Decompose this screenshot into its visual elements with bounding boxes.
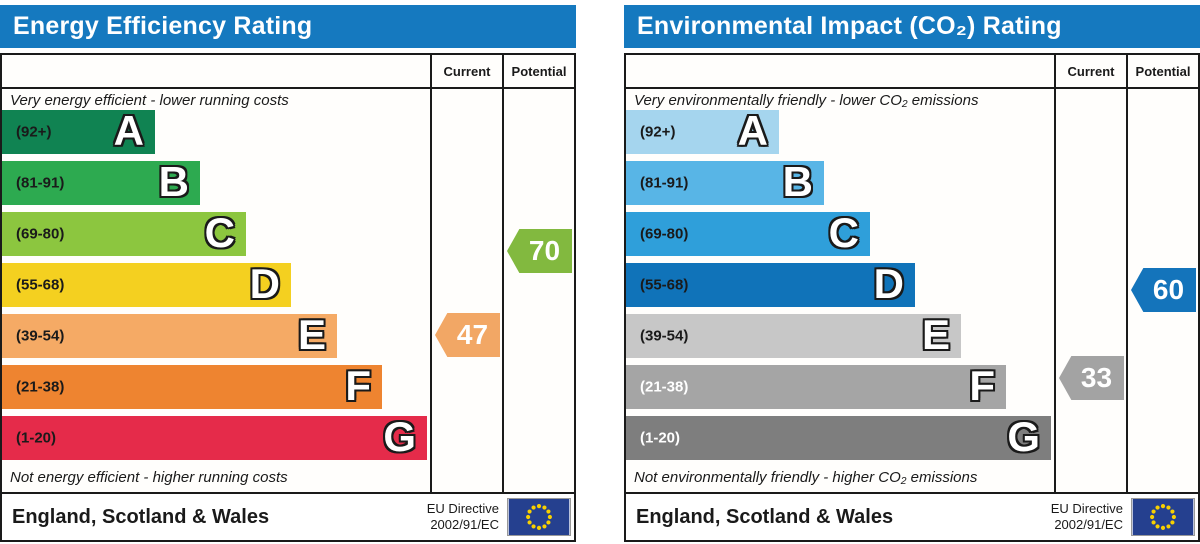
eu-flag-icon: [507, 498, 571, 536]
band-range-label: (1-20): [640, 429, 681, 447]
eu-directive-line1: EU Directive: [426, 501, 499, 517]
band-letter: E: [921, 311, 950, 359]
eu-flag-icon: [1131, 498, 1195, 536]
band-letter: F: [969, 362, 995, 410]
page-title: Energy Efficiency Rating: [13, 12, 313, 40]
current-column-header: Current: [1054, 55, 1126, 87]
band-range-label: (21-38): [640, 378, 689, 396]
current-rating-arrow: 47: [435, 313, 500, 357]
band-c: (69-80) C: [2, 212, 246, 256]
band-f: (21-38) F: [626, 365, 1006, 409]
band-letter: C: [204, 209, 235, 257]
table-footer-row: England, Scotland & Wales EU Directive 2…: [626, 492, 1198, 540]
band-b: (81-91) B: [2, 161, 200, 205]
band-e: (39-54) E: [2, 314, 337, 358]
band-letter: G: [1007, 413, 1040, 461]
eu-directive-label: EU Directive 2002/91/EC: [1051, 501, 1123, 532]
potential-column-header: Potential: [502, 55, 574, 87]
band-g: (1-20) G: [626, 416, 1051, 460]
band-letter: A: [113, 107, 144, 155]
band-range-label: (81-91): [16, 174, 65, 192]
band-range-label: (21-38): [16, 378, 65, 396]
band-b: (81-91) B: [626, 161, 824, 205]
environmental-impact-panel: Environmental Impact (CO₂) Rating Curren…: [624, 0, 1200, 544]
bottom-caption: Not environmentally friendly - higher CO…: [634, 469, 978, 486]
energy-panel-title-bar: Energy Efficiency Rating: [0, 5, 576, 48]
band-e: (39-54) E: [626, 314, 961, 358]
top-caption: Very energy efficient - lower running co…: [10, 92, 289, 109]
current-column: 33: [1054, 89, 1126, 492]
band-letter: E: [297, 311, 326, 359]
band-range-label: (1-20): [16, 429, 57, 447]
band-letter: G: [383, 413, 416, 461]
energy-rating-table: Current Potential Very energy efficient …: [0, 53, 576, 542]
region-label: England, Scotland & Wales: [636, 505, 894, 528]
band-range-label: (92+): [16, 123, 52, 141]
band-letter: D: [873, 260, 904, 308]
header-spacer: [626, 55, 1054, 87]
band-range-label: (69-80): [16, 225, 65, 243]
band-a: (92+) A: [2, 110, 155, 154]
top-caption: Very environmentally friendly - lower CO…: [634, 92, 979, 109]
table-header-row: Current Potential: [2, 55, 574, 89]
band-range-label: (39-54): [16, 327, 65, 345]
current-column-header: Current: [430, 55, 502, 87]
eu-directive-line1: EU Directive: [1050, 501, 1123, 517]
table-footer-row: England, Scotland & Wales EU Directive 2…: [2, 492, 574, 540]
eu-directive-line2: 2002/91/EC: [1054, 517, 1123, 532]
band-a: (92+) A: [626, 110, 779, 154]
bands-region: Very energy efficient - lower running co…: [2, 89, 430, 492]
band-letter: B: [158, 158, 189, 206]
potential-column-header: Potential: [1126, 55, 1198, 87]
table-body: Very energy efficient - lower running co…: [2, 89, 574, 492]
band-letter: D: [249, 260, 280, 308]
table-body: Very environmentally friendly - lower CO…: [626, 89, 1198, 492]
band-d: (55-68) D: [626, 263, 915, 307]
bands-region: Very environmentally friendly - lower CO…: [626, 89, 1054, 492]
band-f: (21-38) F: [2, 365, 382, 409]
page-title: Environmental Impact (CO₂) Rating: [637, 12, 1062, 40]
eu-directive-line2: 2002/91/EC: [430, 517, 499, 532]
current-rating-arrow: 33: [1059, 356, 1124, 400]
eu-directive-label: EU Directive 2002/91/EC: [427, 501, 499, 532]
environmental-rating-table: Current Potential Very environmentally f…: [624, 53, 1200, 542]
potential-rating-arrow: 60: [1131, 268, 1196, 312]
band-letter: A: [737, 107, 768, 155]
table-header-row: Current Potential: [626, 55, 1198, 89]
header-spacer: [2, 55, 430, 87]
region-label: England, Scotland & Wales: [12, 505, 270, 528]
band-range-label: (92+): [640, 123, 676, 141]
energy-efficiency-panel: Energy Efficiency Rating Current Potenti…: [0, 0, 576, 544]
band-letter: C: [828, 209, 859, 257]
bottom-caption: Not energy efficient - higher running co…: [10, 469, 288, 486]
band-range-label: (55-68): [16, 276, 65, 294]
potential-column: 60: [1126, 89, 1198, 492]
band-range-label: (39-54): [640, 327, 689, 345]
band-d: (55-68) D: [2, 263, 291, 307]
potential-column: 70: [502, 89, 574, 492]
potential-rating-arrow: 70: [507, 229, 572, 273]
band-range-label: (81-91): [640, 174, 689, 192]
band-letter: F: [345, 362, 371, 410]
band-c: (69-80) C: [626, 212, 870, 256]
current-column: 47: [430, 89, 502, 492]
band-range-label: (69-80): [640, 225, 689, 243]
environmental-panel-title-bar: Environmental Impact (CO₂) Rating: [624, 5, 1200, 48]
band-letter: B: [782, 158, 813, 206]
band-range-label: (55-68): [640, 276, 689, 294]
band-g: (1-20) G: [2, 416, 427, 460]
